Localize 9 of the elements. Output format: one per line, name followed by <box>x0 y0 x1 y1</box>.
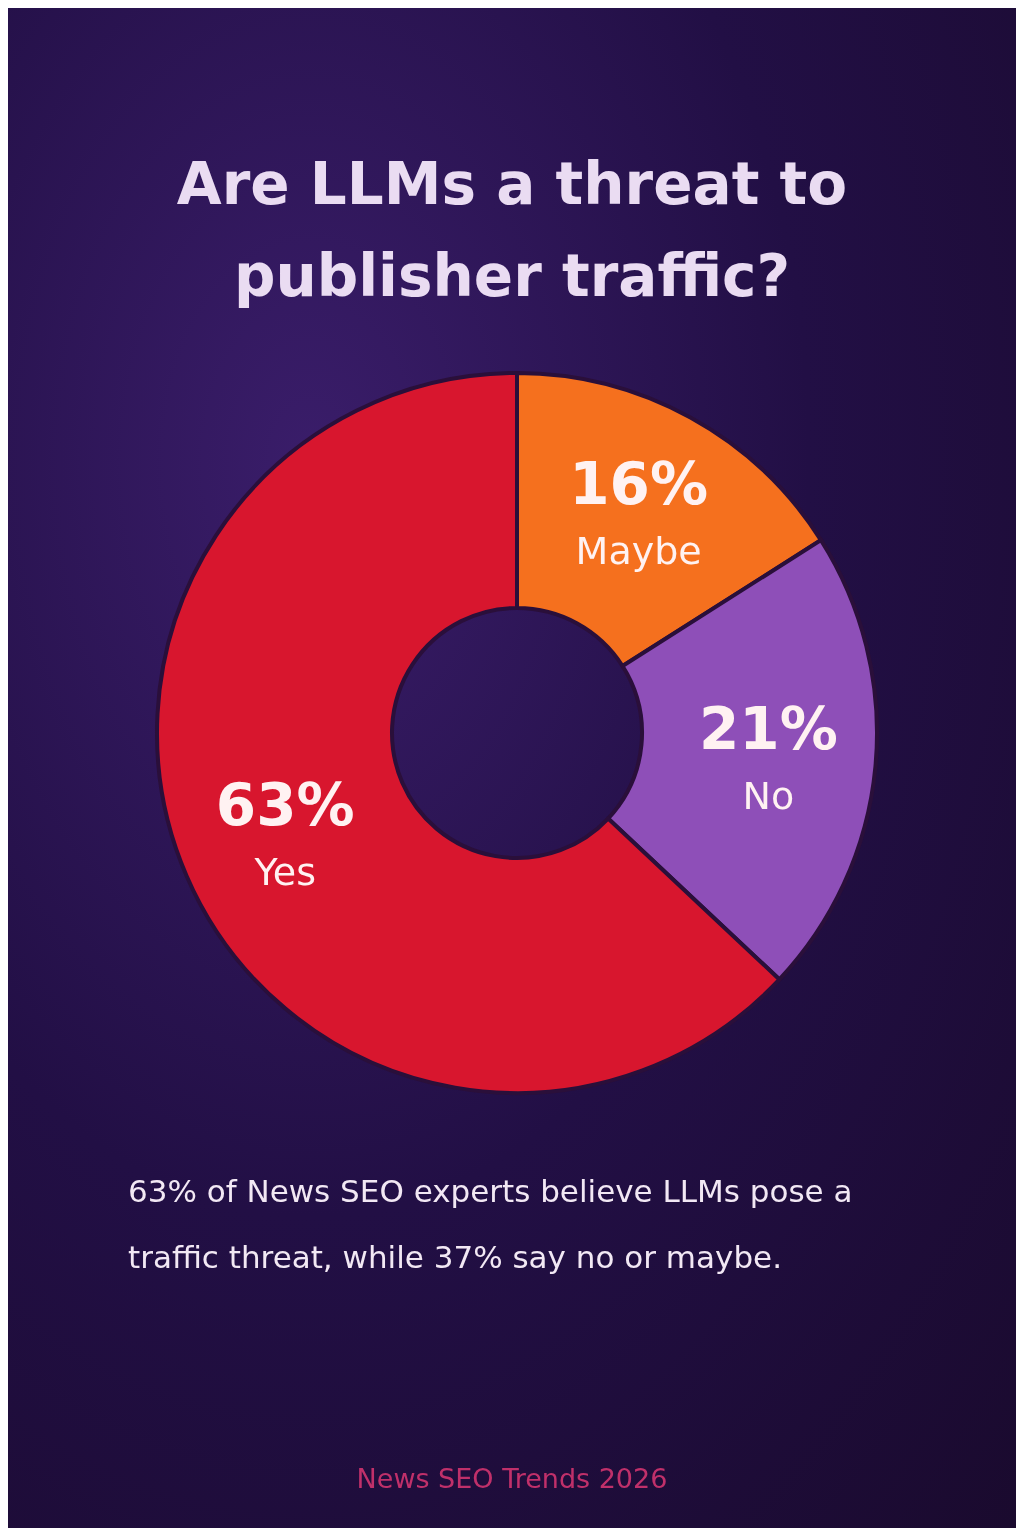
data-label: 16% <box>569 449 709 518</box>
slice-label: Yes <box>253 850 316 895</box>
text: News SEO Trends 2026 <box>355 1463 669 1494</box>
chart-title: Are LLMs a threat to publisher traffic? <box>175 149 849 312</box>
slice-label: Maybe <box>575 528 702 573</box>
data-label: 63% <box>215 771 355 840</box>
text: 63% of News SEO experts believe LLMs pose a traffic threat, while 37% say no or maybe. <box>128 1172 854 1277</box>
slice-label: No <box>742 773 795 818</box>
data-label: 21% <box>698 694 838 763</box>
